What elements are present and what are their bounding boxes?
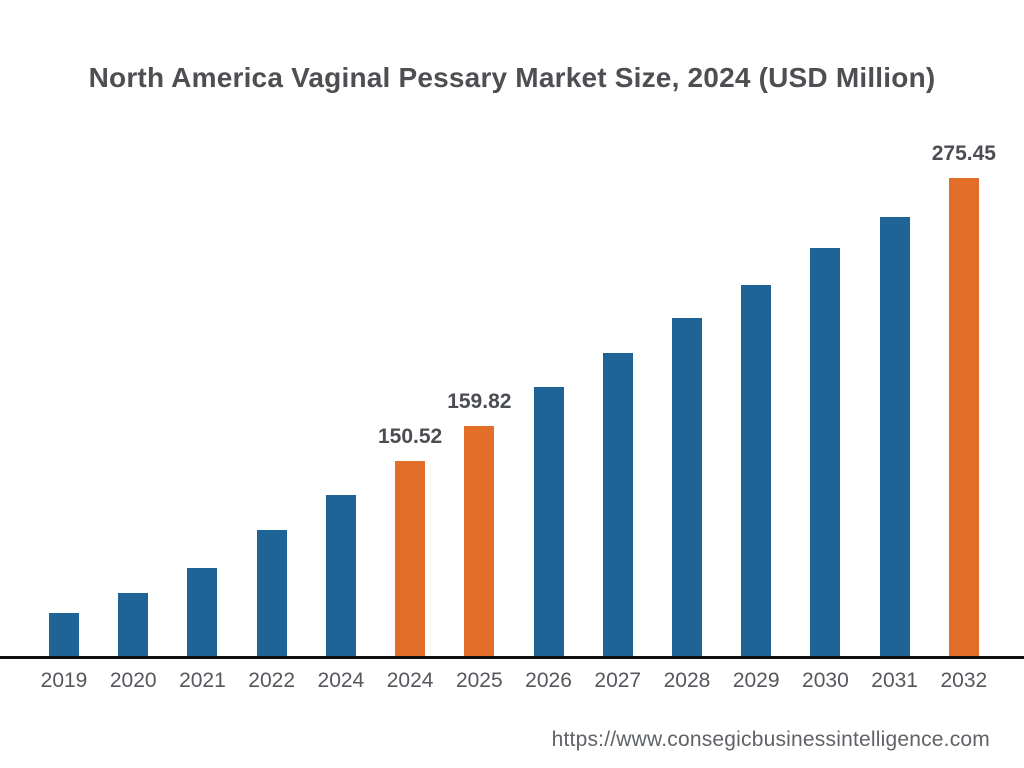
x-tick-10-2029: 2029 xyxy=(733,669,780,693)
x-tick-label: 2021 xyxy=(179,669,226,692)
x-tick-label: 2030 xyxy=(802,669,849,692)
bar-5-2024 xyxy=(395,461,426,656)
bar-2-2021 xyxy=(187,568,218,656)
x-tick-label: 2027 xyxy=(594,669,642,692)
bar-column-10 xyxy=(741,285,772,656)
bar-value-label-2032: 275.45 xyxy=(931,141,996,165)
x-tick-9-2028: 2028 xyxy=(664,669,711,693)
bar-7-2026 xyxy=(533,387,564,656)
x-tick-label: 2022 xyxy=(248,669,296,692)
bar-column-8 xyxy=(602,353,633,656)
bar-4-2024 xyxy=(325,495,356,656)
bar-column-4 xyxy=(325,495,356,656)
x-tick-label: 2026 xyxy=(525,669,572,692)
bar-value-label-2025: 159.82 xyxy=(447,389,512,413)
bar-column-13: 275.45 xyxy=(932,142,996,656)
bar-column-5: 150.52 xyxy=(378,425,442,656)
source-url: https://www.consegicbusinessintelligence… xyxy=(551,728,990,751)
x-tick-11-2030: 2030 xyxy=(802,669,849,693)
x-tick-8-2027: 2027 xyxy=(594,669,641,693)
x-tick-5-2024: 2024 xyxy=(387,669,434,693)
bar-column-6: 159.82 xyxy=(447,390,511,656)
x-tick-label: 2032 xyxy=(940,669,988,692)
x-axis-tick-labels: 2019 2020 2021 2022 2024 2024 2025 2026 2027 2028… xyxy=(41,669,988,693)
x-tick-12-2031: 2031 xyxy=(871,669,918,693)
x-tick-label: 2024 xyxy=(317,669,365,692)
x-tick-label: 2029 xyxy=(732,669,780,692)
bar-1-2020 xyxy=(118,593,149,656)
x-tick-label: 2031 xyxy=(871,669,918,692)
bar-10-2029 xyxy=(741,285,772,656)
bar-3-2022 xyxy=(256,530,287,656)
bar-column-2 xyxy=(187,568,218,656)
plot-area: 150.52 159.82 275.45 xyxy=(49,111,996,656)
x-tick-3-2022: 2022 xyxy=(248,669,295,693)
bar-9-2028 xyxy=(671,318,702,656)
bar-column-1 xyxy=(118,593,149,656)
bar-8-2027 xyxy=(602,353,633,656)
x-tick-label: 2019 xyxy=(40,669,88,692)
bar-11-2030 xyxy=(810,248,841,656)
bar-12-2031 xyxy=(879,217,910,656)
bar-column-0 xyxy=(49,613,79,656)
bar-value-label-2024: 150.52 xyxy=(377,424,443,448)
bar-column-9 xyxy=(671,318,702,656)
bar-13-2032 xyxy=(948,178,979,656)
x-tick-0-2019: 2019 xyxy=(41,669,88,693)
x-tick-label: 2020 xyxy=(109,669,157,692)
x-tick-label: 2028 xyxy=(663,669,711,692)
x-tick-2-2021: 2021 xyxy=(179,669,226,693)
bar-0-2019 xyxy=(49,613,79,656)
bar-6-2025 xyxy=(464,426,495,656)
x-tick-1-2020: 2020 xyxy=(110,669,157,693)
x-tick-13-2032: 2032 xyxy=(940,669,987,693)
x-tick-7-2026: 2026 xyxy=(525,669,572,693)
bar-column-12 xyxy=(879,217,910,656)
x-tick-label: 2025 xyxy=(455,669,503,692)
x-tick-4-2024: 2024 xyxy=(318,669,365,693)
chart-title: North America Vaginal Pessary Market Siz… xyxy=(88,62,936,93)
x-tick-label: 2024 xyxy=(386,669,434,692)
x-axis-line xyxy=(0,656,1024,659)
bar-column-7 xyxy=(533,387,564,656)
bar-column-11 xyxy=(810,248,841,656)
x-tick-6-2025: 2025 xyxy=(456,669,503,693)
bar-column-3 xyxy=(256,530,287,656)
